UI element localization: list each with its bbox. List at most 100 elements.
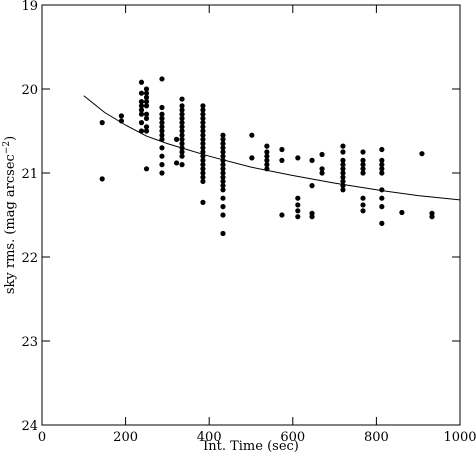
data-point xyxy=(220,204,226,210)
data-point xyxy=(309,183,315,189)
data-point xyxy=(173,160,180,166)
data-point xyxy=(220,183,226,189)
data-point xyxy=(220,195,226,201)
data-point xyxy=(220,162,226,168)
data-point xyxy=(138,99,145,105)
data-point xyxy=(220,149,226,155)
data-point xyxy=(173,136,180,142)
data-point xyxy=(279,146,285,153)
data-point xyxy=(99,176,105,182)
y-tick-label: 19 xyxy=(21,0,38,14)
x-tick-label: 800 xyxy=(364,430,389,445)
data-point xyxy=(340,174,346,180)
data-point xyxy=(360,195,366,201)
data-point xyxy=(138,128,145,134)
data-point xyxy=(200,174,206,180)
y-label-sup: −2 xyxy=(2,141,12,154)
data-point xyxy=(159,136,165,142)
data-point xyxy=(220,153,226,159)
data-point xyxy=(200,149,206,155)
data-point xyxy=(379,166,385,172)
data-point xyxy=(220,166,226,172)
data-point xyxy=(340,157,346,163)
data-point xyxy=(200,107,206,113)
data-point xyxy=(249,132,255,138)
data-point xyxy=(340,183,346,189)
data-point xyxy=(360,208,366,214)
data-point xyxy=(200,170,206,176)
data-point xyxy=(249,155,255,161)
data-point xyxy=(200,199,206,205)
data-point xyxy=(143,111,150,117)
data-point xyxy=(179,149,185,155)
data-point xyxy=(379,220,385,226)
data-point xyxy=(200,115,206,121)
data-point xyxy=(340,187,346,193)
data-point xyxy=(200,166,206,172)
data-point xyxy=(200,136,206,142)
data-point xyxy=(264,157,270,163)
data-point xyxy=(220,132,226,138)
x-tick-label: 200 xyxy=(113,430,138,445)
data-point xyxy=(179,162,185,168)
x-tick-label: 400 xyxy=(197,430,222,445)
data-point xyxy=(220,141,226,147)
data-point xyxy=(179,120,185,126)
data-point xyxy=(379,170,385,176)
data-point xyxy=(159,111,165,117)
data-point xyxy=(179,145,185,151)
data-point xyxy=(200,132,206,138)
data-point xyxy=(220,145,226,151)
data-point xyxy=(295,155,301,161)
data-point xyxy=(159,115,165,121)
plot-frame xyxy=(41,4,461,426)
data-point xyxy=(143,115,150,121)
y-tick-label: 20 xyxy=(21,83,38,98)
data-point xyxy=(143,103,150,109)
data-point xyxy=(264,162,270,168)
data-point xyxy=(200,157,206,163)
data-point xyxy=(220,178,226,184)
data-point xyxy=(118,113,125,119)
data-point xyxy=(159,145,165,151)
data-point xyxy=(379,187,385,193)
data-point xyxy=(220,170,226,176)
data-point xyxy=(200,178,206,184)
data-point xyxy=(179,111,185,117)
data-point xyxy=(360,170,366,176)
data-point xyxy=(138,111,145,117)
data-point xyxy=(309,157,315,163)
data-point xyxy=(220,157,226,163)
data-point xyxy=(138,79,145,85)
data-point xyxy=(399,209,405,216)
data-point xyxy=(143,166,150,172)
y-label-main: sky rms. (mag arcsec xyxy=(3,154,18,294)
data-point xyxy=(319,166,325,172)
data-point xyxy=(159,153,165,159)
data-point xyxy=(340,170,346,176)
data-point xyxy=(179,128,185,134)
data-point xyxy=(379,157,385,163)
data-point xyxy=(200,120,206,126)
data-point xyxy=(200,128,206,134)
data-point xyxy=(159,170,165,176)
data-point xyxy=(179,136,185,142)
data-point xyxy=(179,153,185,159)
data-point xyxy=(264,166,270,172)
data-point xyxy=(295,214,301,220)
data-point xyxy=(200,124,206,130)
data-point xyxy=(159,120,165,126)
data-point xyxy=(379,162,385,168)
data-point xyxy=(319,151,325,158)
data-point xyxy=(138,107,145,113)
data-point xyxy=(138,90,145,96)
data-point xyxy=(159,76,165,82)
data-point xyxy=(200,111,206,117)
data-point xyxy=(220,212,226,218)
x-tick-label: 0 xyxy=(38,430,46,445)
data-point xyxy=(143,99,150,105)
data-point xyxy=(143,90,150,96)
y-label-end: ) xyxy=(3,136,18,141)
y-tick-label: 23 xyxy=(21,335,38,350)
